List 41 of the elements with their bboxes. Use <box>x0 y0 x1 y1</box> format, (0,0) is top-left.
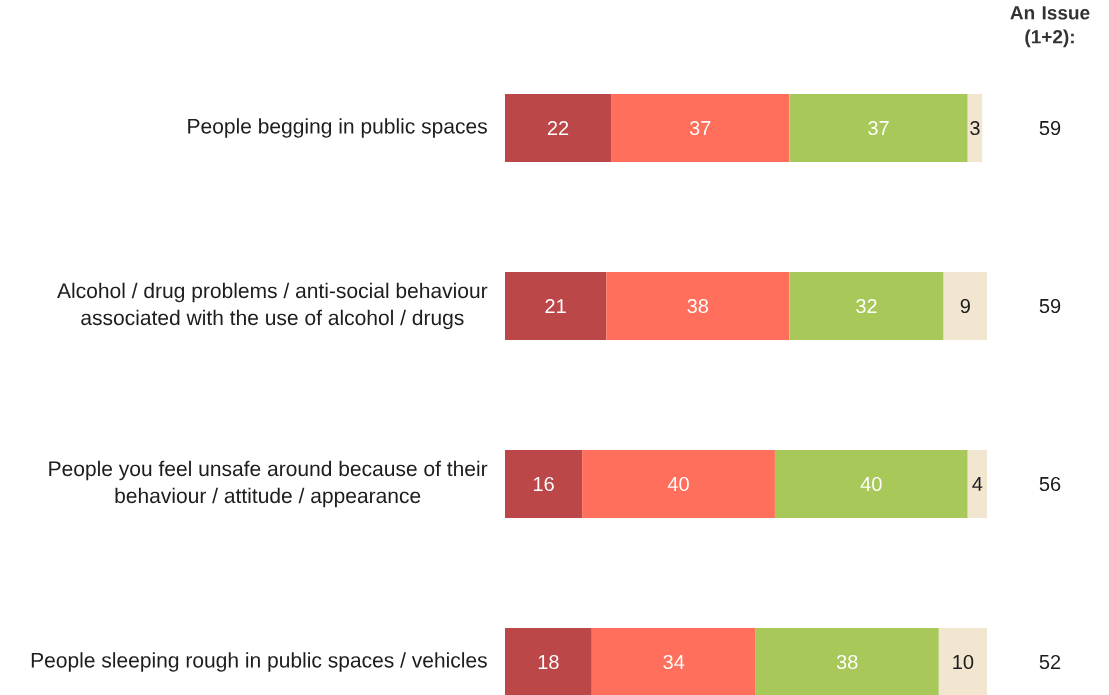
y-tick-label: Alcohol / drug problems / anti-social behaviour associated with the use of alcohol / drugs <box>57 282 488 330</box>
data-label: 9 <box>960 298 970 314</box>
bar <box>606 272 790 340</box>
data-label: 32 <box>856 298 877 314</box>
data-label: 21 <box>545 299 566 313</box>
bar <box>582 450 775 518</box>
bar <box>967 450 987 518</box>
bar <box>591 627 756 695</box>
data-label: 37 <box>689 120 711 136</box>
bar <box>755 627 939 695</box>
text: 56 <box>1039 476 1061 492</box>
text: An Issue (1+2): <box>1010 6 1090 48</box>
data-label: 34 <box>663 654 685 670</box>
data-label: 4 <box>972 477 983 491</box>
bar <box>611 94 790 162</box>
data-label: 22 <box>547 121 569 135</box>
text: 52 <box>1039 654 1061 670</box>
data-label: 40 <box>667 476 689 492</box>
bar <box>505 272 607 340</box>
data-label: 10 <box>953 654 974 670</box>
y-tick-label: People sleeping rough in public spaces / vehicles <box>31 652 487 672</box>
bar <box>943 272 987 340</box>
bar <box>505 627 592 695</box>
data-label: 18 <box>538 654 559 670</box>
bar <box>774 450 968 518</box>
bar <box>505 94 612 162</box>
bar <box>789 272 944 340</box>
bar <box>505 450 583 518</box>
y-tick-label: People you feel unsafe around because of their behaviour / attitude / appearance <box>49 460 488 508</box>
text: 59 <box>1039 120 1061 136</box>
data-label: 37 <box>868 120 889 136</box>
bar <box>789 94 968 162</box>
data-label: 16 <box>533 476 554 492</box>
bar <box>938 627 987 695</box>
data-label: 3 <box>970 120 980 136</box>
data-label: 38 <box>687 298 709 314</box>
data-label: 40 <box>860 476 882 492</box>
y-tick-label: People begging in public spaces <box>188 118 487 138</box>
text: 59 <box>1039 298 1061 314</box>
data-label: 38 <box>836 654 858 670</box>
bar <box>967 94 983 162</box>
